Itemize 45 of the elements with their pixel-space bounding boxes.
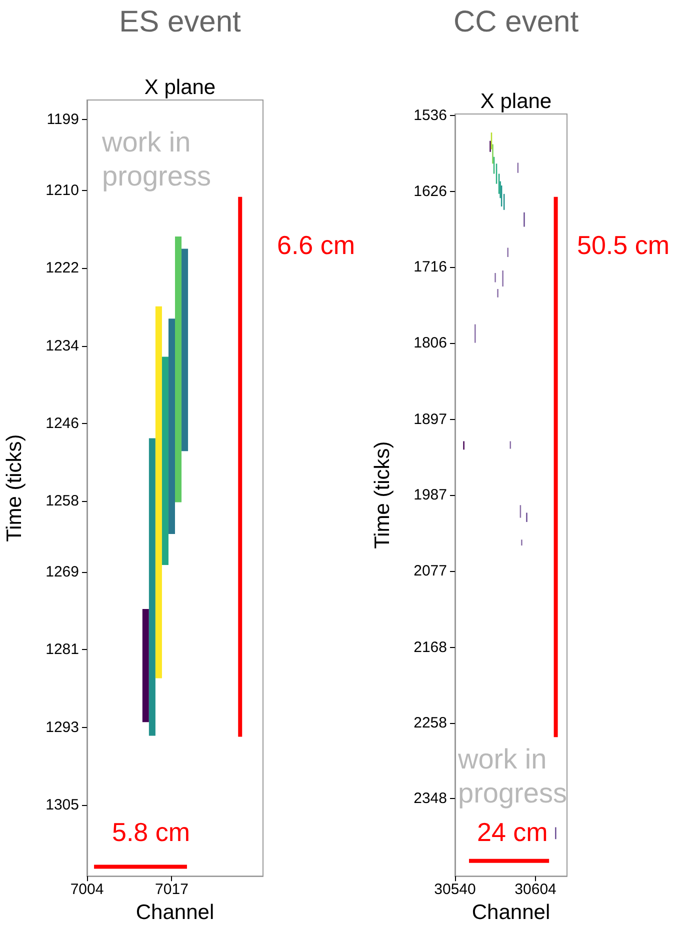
y-tick-label: 1281 — [46, 641, 79, 658]
y-tick-label: 2348 — [414, 790, 447, 808]
x-tick-label: 7004 — [70, 881, 104, 898]
y-tick-label: 1897 — [414, 410, 447, 428]
annotation: work in progress — [101, 126, 211, 192]
annotation: 5.8 cm — [112, 817, 190, 847]
x-tick-label: 30540 — [434, 881, 476, 898]
y-tick-label: 1234 — [46, 337, 79, 354]
bar — [182, 248, 188, 452]
chart-title: ES event — [119, 6, 242, 38]
y-tick-label: 1199 — [46, 110, 79, 128]
bar — [142, 608, 149, 722]
y-tick-label: 2258 — [414, 714, 447, 732]
y-axis-title: Time (ticks) — [3, 434, 26, 542]
y-tick-label: 1626 — [414, 182, 447, 200]
x-axis-title: Channel — [472, 901, 550, 924]
y-tick-label: 1305 — [46, 796, 79, 814]
chart-subtitle: X plane — [144, 76, 216, 99]
y-tick-label: 1269 — [46, 564, 79, 581]
text: 50.5 cm — [577, 230, 670, 260]
annotation: work in progress — [457, 744, 567, 808]
x-tick-label: 7017 — [155, 881, 188, 898]
y-tick-label: 2077 — [414, 562, 447, 580]
y-tick-label: 1210 — [46, 182, 79, 200]
y-tick-label: 1536 — [414, 107, 447, 124]
y-tick-label: 1222 — [46, 260, 79, 277]
y-axis-title: Time (ticks) — [371, 441, 394, 549]
text: 6.6 cm — [277, 230, 356, 260]
bar — [162, 356, 168, 566]
y-tick-label: 1716 — [414, 258, 447, 276]
x-tick-label: 30604 — [514, 881, 556, 898]
y-tick-label: 1987 — [414, 486, 447, 504]
y-tick-label: 1246 — [46, 414, 79, 432]
annotation: 24 cm — [477, 817, 548, 847]
bar — [155, 306, 162, 678]
y-tick-label: 1293 — [46, 718, 79, 736]
x-axis-title: Channel — [136, 901, 214, 924]
chart-subtitle: X plane — [480, 90, 552, 113]
bar — [168, 318, 175, 534]
y-tick-label: 1806 — [414, 334, 447, 352]
y-tick-label: 2168 — [414, 638, 447, 656]
bar — [175, 236, 182, 502]
y-tick-label: 1258 — [46, 492, 79, 510]
bar — [148, 438, 156, 736]
chart-title: CC event — [453, 6, 580, 38]
